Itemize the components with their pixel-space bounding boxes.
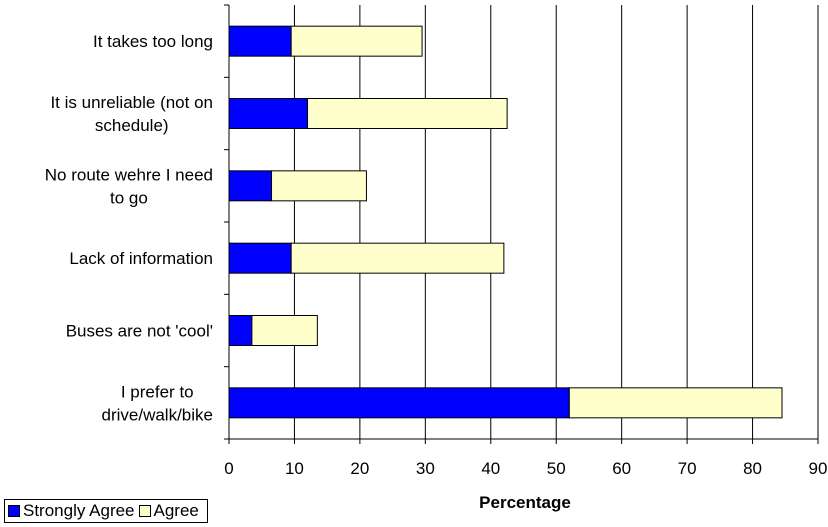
bar-strongly-agree [228,25,292,57]
legend-label: Strongly Agree [23,501,135,520]
x-tick-label: 90 [809,459,828,478]
x-tick-label: 40 [481,459,500,478]
category-labels: It takes too long It is unreliable (not o… [45,32,213,424]
bar-agree [290,25,423,57]
x-tick-label: 80 [743,459,762,478]
x-tick-label: 0 [224,459,233,478]
bar-agree [251,315,318,346]
x-axis-title: Percentage [479,493,571,512]
category-label: Lack of information [69,249,213,268]
x-tick-label: 50 [547,459,566,478]
bar-strongly-agree [228,170,273,202]
bars [228,25,783,419]
x-tick-label: 20 [350,459,369,478]
x-tick-labels: 0 10 20 30 40 50 60 70 80 90 [224,459,827,478]
bar-strongly-agree [228,387,570,419]
x-tick-label: 10 [285,459,304,478]
category-label: No route wehre I need to go [45,165,213,207]
category-label: Buses are not 'cool' [66,322,213,341]
legend-swatch [138,505,151,517]
bar-strongly-agree [228,98,309,129]
bar-strongly-agree [228,242,292,274]
x-tick-label: 60 [612,459,631,478]
category-label: It is unreliable (not on schedule) [50,93,213,135]
bar-agree [271,170,367,202]
legend: Strongly Agree Agree [4,499,208,523]
legend-swatch [8,505,20,517]
category-label: It takes too long [93,32,213,51]
bar-strongly-agree [228,315,253,346]
x-tick-label: 70 [678,459,697,478]
bar-agree [568,387,783,419]
legend-label: Agree [153,501,199,520]
bar-agree [290,242,505,274]
category-label: I prefer to drive/walk/bike [102,382,214,424]
x-tick-label: 30 [416,459,435,478]
axes [224,4,819,444]
bar-agree [307,98,508,129]
gridlines [293,5,819,439]
